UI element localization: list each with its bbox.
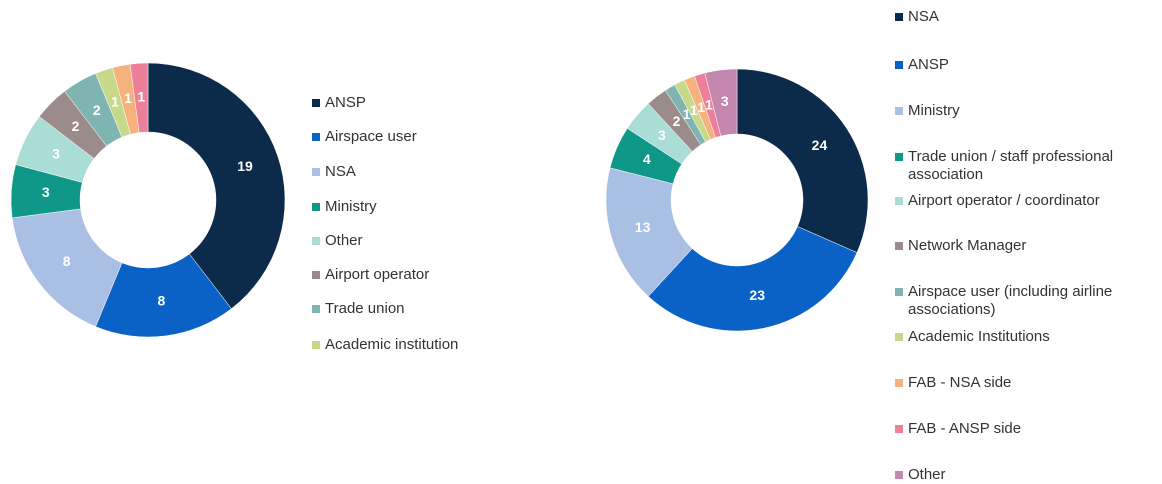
legend-entry: Academic institution [312,336,512,354]
legend-entry: Airspace user [312,128,512,146]
data-label: 24 [812,137,828,153]
legend-label: Network Manager [908,237,1027,254]
legend-label: Trade union [325,300,405,317]
legend-label: Other [325,232,363,249]
legend-entry: FAB - NSA side [895,374,1160,392]
slice [704,68,738,137]
legend-entry: Ministry [895,102,1160,120]
legend-swatch [895,13,903,21]
legend-entry: Ministry [312,198,512,216]
legend-label: FAB - ANSP side [908,420,1022,437]
legend-swatch [895,471,903,479]
legend-swatch [895,288,903,296]
data-label: 3 [658,127,666,143]
legend-entry: Airport operator [312,266,512,284]
legend-swatch [312,168,320,176]
legend-label: ANSP [325,94,366,111]
data-label: 1 [683,106,691,122]
legend-entry: Network Manager [895,237,1160,255]
legend-entry: ANSP [895,56,1160,74]
legend-swatch [895,242,903,250]
legend-swatch [895,107,903,115]
legend-swatch [312,271,320,279]
legend-entry: Trade union / staff professional associa… [895,148,1160,184]
legend-entry: Trade union [312,300,512,318]
legend-label: Airport operator [325,266,430,283]
legend-entry: NSA [895,8,1160,26]
legend-swatch [312,305,320,313]
legend-entry: NSA [312,163,512,181]
legend-label: Ministry [325,198,377,215]
legend-entry: FAB - ANSP side [895,420,1160,438]
data-label: 1 [111,94,119,110]
data-label: 1 [690,102,698,118]
legend-label: NSA [908,8,939,25]
slice [647,226,858,332]
legend-label: Airport operator / coordinator [908,192,1100,209]
legend-label: FAB - NSA side [908,374,1012,391]
data-label: 2 [93,102,101,118]
legend-swatch [895,333,903,341]
slice [147,62,286,310]
data-label: 3 [42,184,50,200]
slice [129,62,149,133]
legend-swatch [895,197,903,205]
legend-label: Airspace user (including airline associa… [908,283,1113,318]
data-label: 13 [635,219,651,235]
data-label: 2 [673,113,681,129]
legend-label: Ministry [908,102,960,119]
data-label: 19 [237,158,253,174]
legend-label: Other [908,466,946,483]
legend-swatch [312,237,320,245]
data-label: 3 [721,93,729,109]
legend-swatch [312,203,320,211]
data-label: 4 [643,151,651,167]
legend-swatch [895,379,903,387]
legend-entry: ANSP [312,94,512,112]
legend-entry: Other [895,466,1160,484]
data-label: 1 [697,99,705,115]
legend-label: ANSP [908,56,949,73]
legend-swatch [312,99,320,107]
legend-entry: Other [312,232,512,250]
data-label: 8 [63,253,71,269]
legend-label: Trade union / staff professional associa… [908,148,1114,183]
data-label: 23 [749,287,765,303]
legend-label: NSA [325,163,356,180]
slice [736,68,869,253]
legend-swatch [895,61,903,69]
data-label: 8 [157,292,165,308]
legend-label: Academic Institutions [908,328,1050,345]
data-label: 3 [52,145,60,161]
legend-label: Airspace user [325,128,417,145]
legend-entry: Airspace user (including airline associa… [895,283,1160,319]
data-label: 1 [137,88,145,104]
legend-swatch [895,153,903,161]
legend-swatch [312,133,320,141]
legend-swatch [895,425,903,433]
legend-entry: Airport operator / coordinator [895,192,1160,210]
legend-label: Academic institution [325,336,459,353]
legend-swatch [312,341,320,349]
data-label: 1 [124,90,132,106]
legend-entry: Academic Institutions [895,328,1160,346]
data-label: 2 [72,118,80,134]
data-label: 1 [705,96,713,112]
